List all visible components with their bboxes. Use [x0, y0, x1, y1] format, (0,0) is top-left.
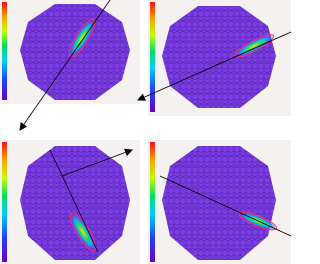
- panel-top-right: [148, 0, 291, 116]
- panel-bottom-left: [0, 140, 140, 264]
- camera: [162, 6, 276, 108]
- page: {}: [0, 0, 291, 264]
- color-bar: [2, 142, 7, 262]
- panel-bottom-right: [148, 140, 291, 264]
- color-bar: [150, 142, 155, 262]
- color-bar: [150, 2, 155, 112]
- color-bar: [2, 2, 7, 100]
- figure: [0, 0, 291, 264]
- panel-top-left: [0, 0, 140, 104]
